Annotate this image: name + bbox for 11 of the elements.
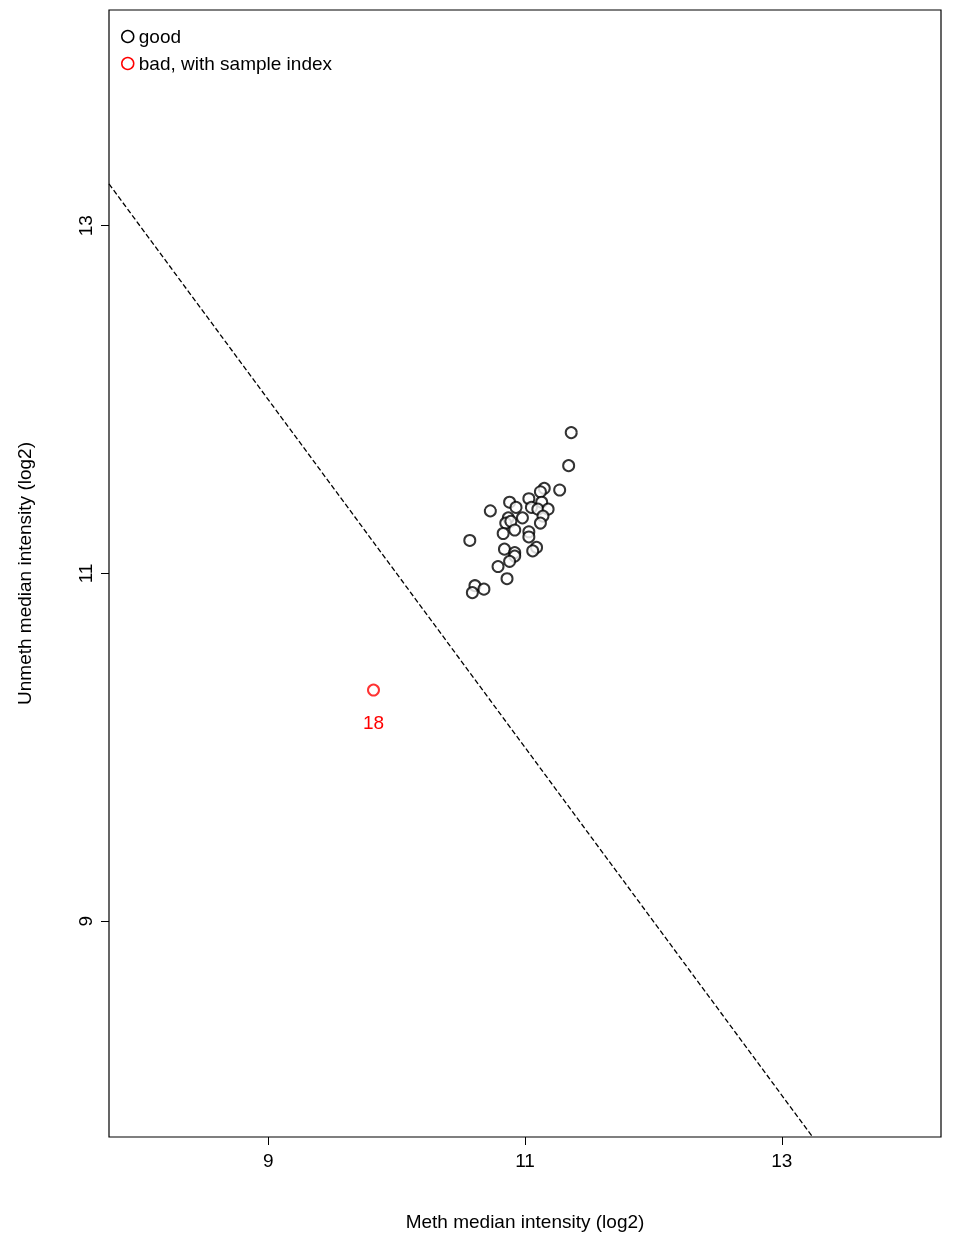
x-tick-label: 11 [515,1150,535,1171]
annotation: 18 [362,711,385,733]
x-tick-label: 13 [771,1150,793,1171]
y-tick-label: 13 [75,215,96,237]
y-axis-title: Unmeth median intensity (log2) [14,442,35,705]
legend-label: good [138,26,182,47]
x-tick-label: 9 [262,1150,274,1171]
y-tick-label: 11 [75,563,96,584]
y-tick-label: 9 [75,916,96,927]
legend-label: bad, with sample index [138,53,333,74]
x-axis-title: Meth median intensity (log2) [405,1211,645,1232]
